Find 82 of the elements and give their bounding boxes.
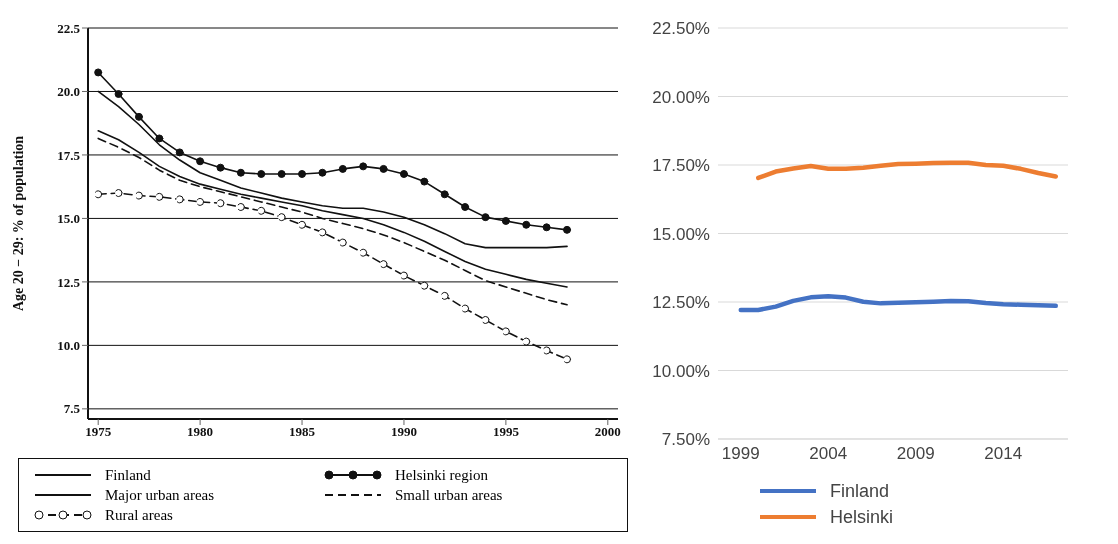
point [338, 238, 347, 247]
point [236, 168, 245, 177]
legend-label: Finland [830, 480, 890, 502]
point [563, 355, 572, 364]
point [175, 148, 184, 157]
point [522, 337, 531, 346]
x-tick-label: 1985 [289, 424, 316, 440]
legend-label: Major urban areas [105, 486, 215, 504]
y-tick-label: 17.5 [57, 147, 81, 163]
point [155, 134, 164, 143]
y-tick-label: 15.0 [57, 211, 80, 227]
point [522, 220, 531, 229]
y-tick-label: 10.0 [57, 337, 80, 353]
point [134, 112, 143, 121]
y-tick-label: 12.50% [652, 293, 710, 313]
point [114, 90, 123, 99]
y-tick-label: 20.0 [57, 84, 80, 100]
point [563, 225, 572, 234]
legend-label: Rural areas [105, 506, 173, 524]
point [440, 291, 449, 300]
point [216, 199, 225, 208]
point [134, 191, 143, 200]
point [399, 271, 408, 280]
point [94, 190, 103, 199]
point [277, 213, 286, 222]
point [440, 190, 449, 199]
point [399, 169, 408, 178]
point [420, 281, 429, 290]
y-tick-label: 17.50% [652, 156, 710, 176]
point [481, 213, 490, 222]
x-tick-label: 2009 [896, 444, 935, 464]
point [542, 223, 551, 232]
point [359, 248, 368, 257]
legend-label: Helsinki region [395, 466, 488, 484]
y-tick-label: 22.5 [57, 20, 81, 36]
point [114, 189, 123, 198]
x-tick-label: 1980 [187, 424, 214, 440]
y-tick-label: 20.00% [652, 87, 710, 107]
y-tick-label: 12.5 [57, 274, 81, 290]
point [257, 206, 266, 215]
point [236, 203, 245, 211]
point [318, 228, 327, 237]
point [379, 260, 388, 269]
x-tick-label: 1999 [721, 444, 760, 464]
x-tick-label: 2000 [594, 424, 621, 440]
y-tick-label: 10.00% [652, 361, 710, 381]
legend-label: Finland [105, 466, 151, 484]
point [155, 192, 164, 201]
point [420, 177, 429, 186]
point [94, 68, 103, 77]
point [481, 315, 490, 324]
y-tick-label: 22.50% [652, 19, 710, 39]
y-axis-title: Age 20 − 29: % of population [10, 135, 26, 312]
y-tick-label: 15.00% [652, 224, 710, 244]
point [461, 304, 470, 313]
y-tick-label: 7.50% [661, 430, 710, 450]
point [461, 203, 470, 211]
x-tick-label: 2014 [984, 444, 1023, 464]
x-tick-label: 1990 [390, 424, 417, 440]
point [216, 163, 225, 172]
point [338, 164, 347, 173]
x-tick-label: 2004 [809, 444, 848, 464]
line-series [738, 294, 1058, 313]
point [298, 169, 307, 178]
line-series [756, 160, 1058, 181]
point [196, 157, 205, 166]
legend-label: Helsinki [830, 506, 894, 528]
y-tick-label: 7.5 [63, 401, 81, 417]
legend-label: Small urban areas [395, 486, 503, 504]
x-tick-label: 1975 [85, 424, 112, 440]
point [359, 162, 368, 171]
point [175, 195, 184, 204]
point [298, 220, 307, 229]
point [277, 169, 286, 178]
x-tick-label: 1995 [492, 424, 520, 440]
point [196, 197, 205, 206]
point [379, 164, 388, 173]
point [257, 169, 266, 178]
point [542, 346, 551, 355]
point [318, 168, 327, 177]
point [501, 216, 510, 225]
point [501, 327, 510, 336]
